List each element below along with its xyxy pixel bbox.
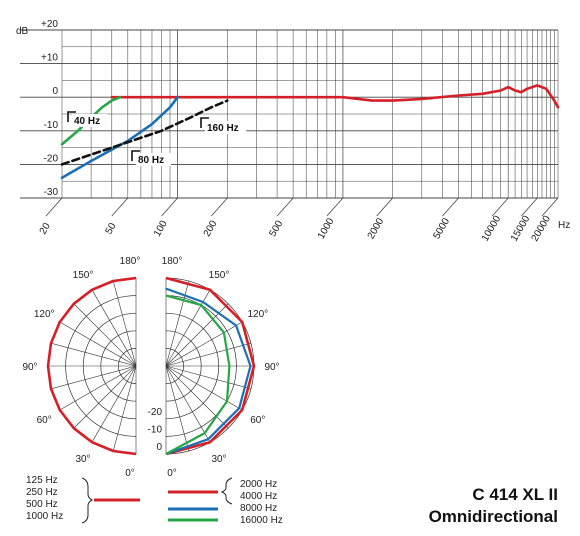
polar-spoke — [165, 303, 229, 367]
annotation-label: 80 Hz — [138, 155, 164, 166]
y-tick-label: +10 — [41, 53, 58, 64]
x-tick-connector — [541, 197, 559, 217]
legend-brace-left — [81, 477, 94, 524]
y-tick-label: -20 — [44, 153, 59, 164]
x-tick-connector — [161, 197, 178, 217]
legend-label-left: 125 Hz — [26, 475, 58, 486]
x-tick-connector — [276, 197, 294, 217]
polar-spoke — [91, 289, 137, 367]
polar-spoke — [165, 321, 243, 367]
angle-label-left: 0° — [125, 468, 135, 479]
y-axis-label: dB — [16, 26, 29, 37]
x-tick-connector — [376, 197, 393, 217]
angle-label-left: 180° — [120, 256, 141, 267]
polar-spoke — [50, 342, 137, 367]
annotation-bracket — [131, 150, 140, 161]
legend-label-left: 500 Hz — [26, 499, 58, 510]
annotation-label: 160 Hz — [207, 123, 239, 134]
annotation-label: 40 Hz — [74, 116, 100, 127]
polar-pattern-line — [46, 276, 137, 456]
polar-spoke — [165, 365, 252, 390]
angle-label-left: 60° — [37, 415, 52, 426]
angle-label-left: 150° — [73, 270, 94, 281]
legend-label-right: 8000 Hz — [240, 503, 277, 514]
radial-label: 0 — [156, 442, 162, 453]
polar-spoke — [165, 365, 190, 452]
polar-pattern-line — [165, 276, 256, 456]
angle-label-right: 30° — [211, 454, 226, 465]
legend-label-left: 1000 Hz — [26, 511, 63, 522]
legend-label-right: 2000 Hz — [240, 479, 277, 490]
polar-spoke — [165, 365, 243, 411]
angle-label-right: 120° — [247, 309, 268, 320]
polar-spoke — [59, 365, 137, 411]
y-tick-label: +20 — [41, 19, 58, 30]
annotation-bg — [72, 114, 107, 127]
polar-spoke — [112, 365, 137, 452]
y-tick-label: 0 — [52, 86, 58, 97]
pattern-name: Omnidirectional — [429, 507, 558, 526]
polar-pattern-line — [164, 287, 252, 456]
angle-label-right: 150° — [209, 270, 230, 281]
y-tick-label: -10 — [44, 120, 59, 131]
x-tick-connector — [442, 197, 459, 217]
legend-label-right: 4000 Hz — [240, 491, 277, 502]
series-line — [110, 84, 560, 109]
polar-split-gap — [136, 272, 166, 462]
x-tick-connector — [45, 197, 63, 217]
polar-spoke — [165, 342, 252, 367]
x-tick-label: 50 — [104, 221, 119, 237]
x-tick-connector — [211, 197, 228, 217]
polar-spoke — [50, 365, 137, 390]
x-tick-label: 20 — [38, 221, 53, 237]
polar-pattern-line — [165, 294, 231, 455]
polar-spoke — [165, 365, 229, 429]
angle-label-right: 180° — [162, 256, 183, 267]
x-tick-connector — [111, 197, 129, 217]
radial-label: -10 — [148, 424, 163, 435]
x-tick-connector — [491, 197, 509, 217]
annotation-bracket — [67, 111, 76, 122]
angle-label-left: 90° — [22, 362, 37, 373]
annotation-bg — [205, 121, 247, 134]
legend-label-left: 250 Hz — [26, 487, 58, 498]
polar-spoke — [112, 280, 137, 367]
x-axis-label: Hz — [558, 220, 570, 231]
angle-label-left: 120° — [34, 309, 55, 320]
polar-spoke — [73, 365, 137, 429]
y-tick-label: -30 — [44, 187, 59, 198]
annotation-bracket — [200, 117, 209, 128]
angle-label-right: 0° — [167, 468, 177, 479]
angle-label-left: 30° — [75, 454, 90, 465]
x-tick-connector — [326, 197, 344, 217]
model-name: C 414 XL II — [472, 485, 558, 504]
legend-brace-right — [220, 477, 233, 505]
radial-label: -20 — [148, 407, 163, 418]
polar-spoke — [165, 365, 211, 443]
annotation-bg — [136, 153, 171, 166]
angle-label-right: 90° — [264, 362, 279, 373]
series-line — [60, 95, 122, 146]
polar-spoke — [91, 365, 137, 443]
legend-label-right: 16000 Hz — [240, 515, 283, 526]
series-line — [60, 99, 229, 166]
series-line — [60, 95, 179, 180]
polar-spoke — [59, 321, 137, 367]
x-tick-connector — [521, 197, 538, 217]
polar-spoke — [73, 303, 137, 367]
angle-label-right: 60° — [250, 415, 265, 426]
